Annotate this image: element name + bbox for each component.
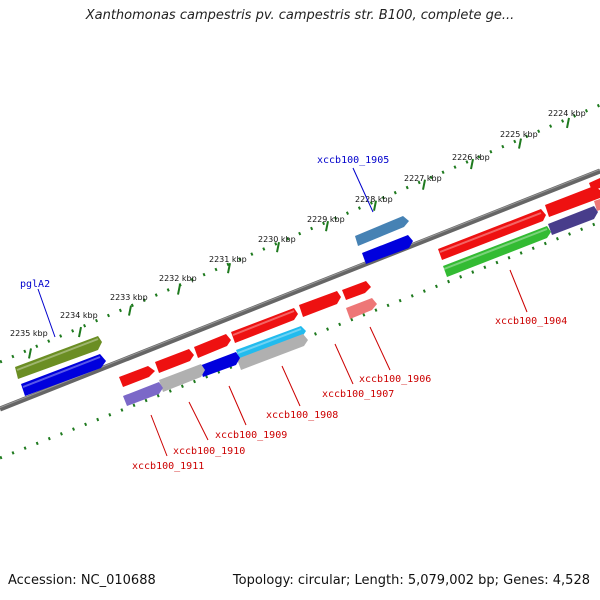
gene-label-xccb100-1906[interactable]: xccb100_1906 [359, 374, 431, 385]
leader-line [150, 414, 168, 457]
gene-arrow-red[interactable] [299, 291, 341, 317]
outer-scale-dots [0, 103, 600, 364]
leader-line [352, 167, 374, 213]
kbp-label: 2224 kbp [548, 109, 586, 118]
gene-arrow-steel[interactable] [355, 216, 409, 246]
genome-backbone [0, 168, 600, 412]
forward-genes [15, 178, 600, 387]
major-tick [128, 305, 132, 316]
kbp-label: 2227 kbp [404, 174, 442, 183]
kbp-label: 2226 kbp [452, 153, 490, 162]
kbp-label: 2231 kbp [209, 255, 247, 264]
major-tick [325, 221, 329, 232]
major-tick [373, 200, 377, 211]
major-tick [422, 179, 426, 190]
leader-line [37, 288, 56, 338]
major-tick [566, 117, 570, 129]
gene-arrow-grey[interactable] [159, 364, 205, 392]
leader-line [509, 269, 528, 313]
major-ticks [28, 117, 570, 359]
major-tick [227, 262, 231, 274]
gene-arrow-blue[interactable] [21, 354, 106, 396]
major-tick [78, 326, 82, 338]
gene-arrow-red[interactable] [342, 281, 371, 300]
kbp-label: 2234 kbp [60, 311, 98, 320]
scale-labels: 2224 kbp 2225 kbp 2226 kbp 2227 kbp 2228… [10, 109, 586, 338]
gene-label-xccb100-1909[interactable]: xccb100_1909 [215, 430, 287, 441]
major-tick [28, 348, 32, 359]
genome-summary-text: Topology: circular; Length: 5,079,002 bp… [232, 573, 590, 588]
kbp-label: 2225 kbp [500, 130, 538, 139]
leader-line [228, 385, 247, 426]
gene-arrow-red[interactable] [589, 178, 600, 191]
leader-lines [37, 167, 528, 457]
gene-label-pgla2[interactable]: pglA2 [20, 279, 50, 290]
gene-arrow-red[interactable] [231, 308, 298, 343]
gene-arrow-red[interactable] [155, 349, 194, 373]
kbp-label: 2233 kbp [110, 293, 148, 302]
gene-arrow-pink-small[interactable] [594, 199, 600, 211]
gene-arrow-green[interactable] [443, 226, 551, 277]
gene-arrow-blue[interactable] [199, 352, 240, 377]
kbp-label: 2228 kbp [355, 195, 393, 204]
kbp-label: 2232 kbp [159, 274, 197, 283]
gene-arrow-grey[interactable] [237, 334, 308, 370]
gene-arrow-red[interactable] [438, 209, 546, 260]
gene-arrow-red[interactable] [545, 186, 600, 217]
gene-arrow-red[interactable] [119, 366, 155, 387]
gene-label-xccb100-1911[interactable]: xccb100_1911 [132, 461, 204, 472]
gene-label-xccb100-1908[interactable]: xccb100_1908 [266, 410, 338, 421]
gene-label-xccb100-1910[interactable]: xccb100_1910 [173, 446, 245, 457]
gene-label-xccb100-1905[interactable]: xccb100_1905 [317, 155, 389, 166]
gene-arrow-cyan[interactable] [236, 326, 306, 360]
leader-line [281, 365, 301, 407]
major-tick [177, 284, 181, 295]
gene-arrow-purple[interactable] [123, 382, 163, 406]
leader-line [188, 401, 209, 441]
leader-line [369, 326, 391, 371]
major-tick [470, 158, 474, 170]
kbp-label: 2230 kbp [258, 235, 296, 244]
gene-arrow-red[interactable] [194, 334, 231, 358]
kbp-label: 2235 kbp [10, 329, 48, 338]
major-tick [518, 138, 522, 149]
leader-line [334, 343, 354, 385]
gene-arrow-pink[interactable] [346, 298, 377, 319]
map-title: Xanthomonas campestris pv. campestris st… [85, 8, 515, 23]
reverse-genes [21, 199, 600, 406]
gene-arrow-blue[interactable] [362, 235, 413, 264]
gene-arrow-navy[interactable] [548, 206, 598, 235]
gene-labels: xccb100_1905 pglA2 xccb100_1904 xccb100_… [20, 155, 567, 472]
kbp-label: 2229 kbp [307, 215, 345, 224]
accession-text: Accession: NC_010688 [8, 573, 156, 588]
gene-label-xccb100-1907[interactable]: xccb100_1907 [322, 389, 394, 400]
gene-arrow-olive[interactable] [15, 336, 102, 379]
gene-shading [16, 212, 548, 388]
major-tick [276, 242, 280, 253]
gene-label-xccb100-1904[interactable]: xccb100_1904 [495, 316, 567, 327]
